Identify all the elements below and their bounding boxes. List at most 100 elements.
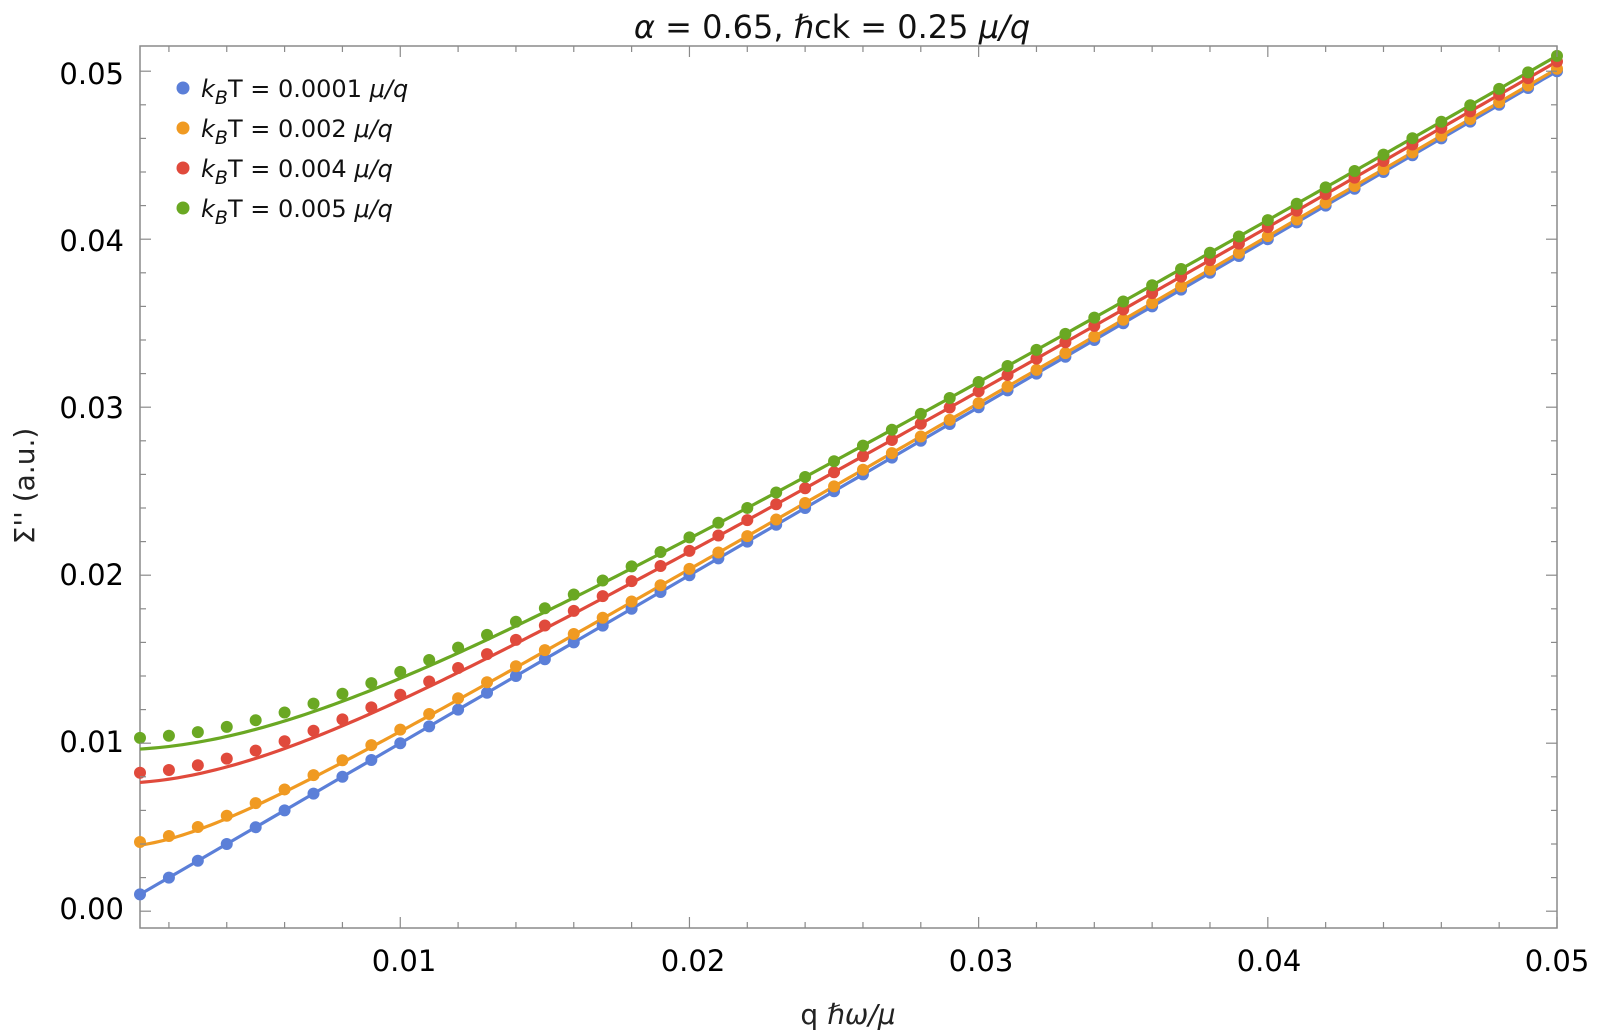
data-point-series-1: [1348, 179, 1361, 192]
data-point-series-3: [1319, 181, 1332, 194]
data-point-series-3: [538, 602, 551, 615]
data-point-series-3: [799, 470, 812, 483]
data-point-series-2: [1001, 368, 1014, 381]
data-point-series-3: [741, 501, 754, 514]
data-point-series-2: [943, 401, 956, 414]
data-point-series-2: [1059, 336, 1072, 349]
data-point-series-3: [1232, 230, 1245, 243]
data-point-series-1: [770, 513, 783, 526]
data-point-series-1: [249, 797, 262, 810]
data-point-series-2: [799, 482, 812, 495]
y-tick-label: 0.00: [59, 892, 124, 926]
data-point-series-1: [885, 447, 898, 460]
data-point-series-2: [596, 590, 609, 603]
data-point-series-3: [365, 677, 378, 690]
data-point-series-2: [423, 675, 436, 688]
data-point-series-1: [134, 835, 146, 848]
chart-title: α = 0.65, ℏck = 0.25 μ/q: [634, 8, 1030, 46]
data-point-series-3: [943, 392, 956, 404]
data-point-series-3: [278, 706, 291, 719]
legend: kBT = 0.0001 μ/q kBT = 0.002 μ/q kBT = 0…: [176, 75, 408, 229]
data-point-series-2: [134, 766, 146, 779]
data-point-series-3: [828, 455, 841, 468]
x-tick-label: 0.01: [372, 944, 437, 978]
data-point-series-0: [481, 686, 494, 699]
data-point-series-1: [654, 579, 667, 592]
data-point-series-1: [452, 692, 465, 705]
data-point-series-3: [1493, 82, 1506, 95]
data-point-series-3: [914, 407, 927, 420]
data-point-series-3: [885, 423, 898, 436]
data-point-series-1: [856, 463, 869, 476]
data-points: [134, 49, 1563, 901]
legend-label: kBT = 0.002 μ/q: [201, 115, 393, 149]
legend-label: kBT = 0.004 μ/q: [201, 155, 393, 189]
y-axis-title: Σ'' (a.u.): [8, 428, 41, 545]
data-point-series-3: [481, 628, 494, 641]
legend-item: kBT = 0.005 μ/q: [176, 195, 393, 229]
data-point-series-0: [307, 787, 320, 800]
data-point-series-0: [134, 888, 146, 901]
data-point-series-1: [1117, 313, 1130, 326]
data-point-series-2: [278, 735, 291, 748]
data-point-series-3: [394, 665, 407, 678]
data-point-series-0: [336, 770, 349, 783]
data-point-series-3: [1175, 263, 1188, 276]
data-point-series-3: [712, 516, 725, 529]
data-point-series-0: [191, 854, 204, 867]
data-point-series-1: [567, 628, 580, 641]
plot-frame: [139, 45, 1558, 929]
x-tick-label: 0.03: [949, 944, 1014, 978]
data-point-series-3: [683, 531, 696, 544]
data-point-series-1: [220, 809, 233, 822]
data-point-series-3: [770, 486, 783, 499]
legend-marker: [176, 81, 190, 95]
x-tick-labels: 0.01 0.02 0.03 0.04 0.05: [372, 944, 1590, 978]
data-point-series-1: [914, 430, 927, 443]
data-point-series-1: [481, 676, 494, 689]
data-point-series-1: [1001, 380, 1014, 393]
fit-curve-series-1: [139, 67, 1558, 847]
data-point-series-2: [162, 764, 175, 777]
data-point-series-2: [654, 560, 667, 573]
data-point-series-3: [220, 720, 233, 733]
data-point-series-1: [509, 660, 522, 673]
data-point-series-1: [1261, 230, 1274, 243]
data-point-series-1: [278, 783, 291, 796]
data-point-series-1: [625, 595, 638, 608]
data-point-series-2: [972, 385, 985, 398]
data-point-series-1: [683, 562, 696, 575]
data-point-series-2: [452, 661, 465, 674]
data-point-series-0: [452, 703, 465, 716]
data-point-series-1: [712, 546, 725, 559]
data-point-series-0: [278, 804, 291, 817]
data-point-series-2: [191, 759, 204, 772]
data-point-series-2: [365, 701, 378, 714]
data-point-series-3: [596, 574, 609, 587]
x-tick-label: 0.02: [661, 944, 726, 978]
x-tick-label: 0.04: [1237, 944, 1302, 978]
data-point-series-3: [452, 641, 465, 654]
data-point-series-3: [1059, 327, 1072, 340]
data-point-series-0: [423, 720, 436, 733]
data-point-series-2: [625, 575, 638, 588]
data-point-series-3: [1435, 115, 1448, 128]
data-point-series-2: [307, 724, 320, 737]
x-axis-title: q ℏω/μ: [800, 998, 895, 1031]
data-point-series-3: [1261, 214, 1274, 227]
data-point-series-3: [1464, 99, 1477, 112]
data-point-series-3: [1348, 165, 1361, 178]
y-tick-label: 0.05: [59, 57, 124, 91]
data-point-series-3: [191, 726, 204, 739]
legend-marker: [176, 161, 190, 175]
data-point-series-2: [885, 433, 898, 446]
data-point-series-3: [1117, 295, 1130, 308]
data-point-series-3: [1522, 66, 1535, 79]
data-point-series-1: [1319, 196, 1332, 209]
data-point-series-1: [1059, 347, 1072, 360]
data-point-series-2: [249, 744, 262, 757]
data-point-series-2: [741, 514, 754, 527]
data-point-series-3: [509, 615, 522, 628]
data-point-series-0: [365, 754, 378, 766]
legend-item: kBT = 0.002 μ/q: [176, 115, 393, 149]
